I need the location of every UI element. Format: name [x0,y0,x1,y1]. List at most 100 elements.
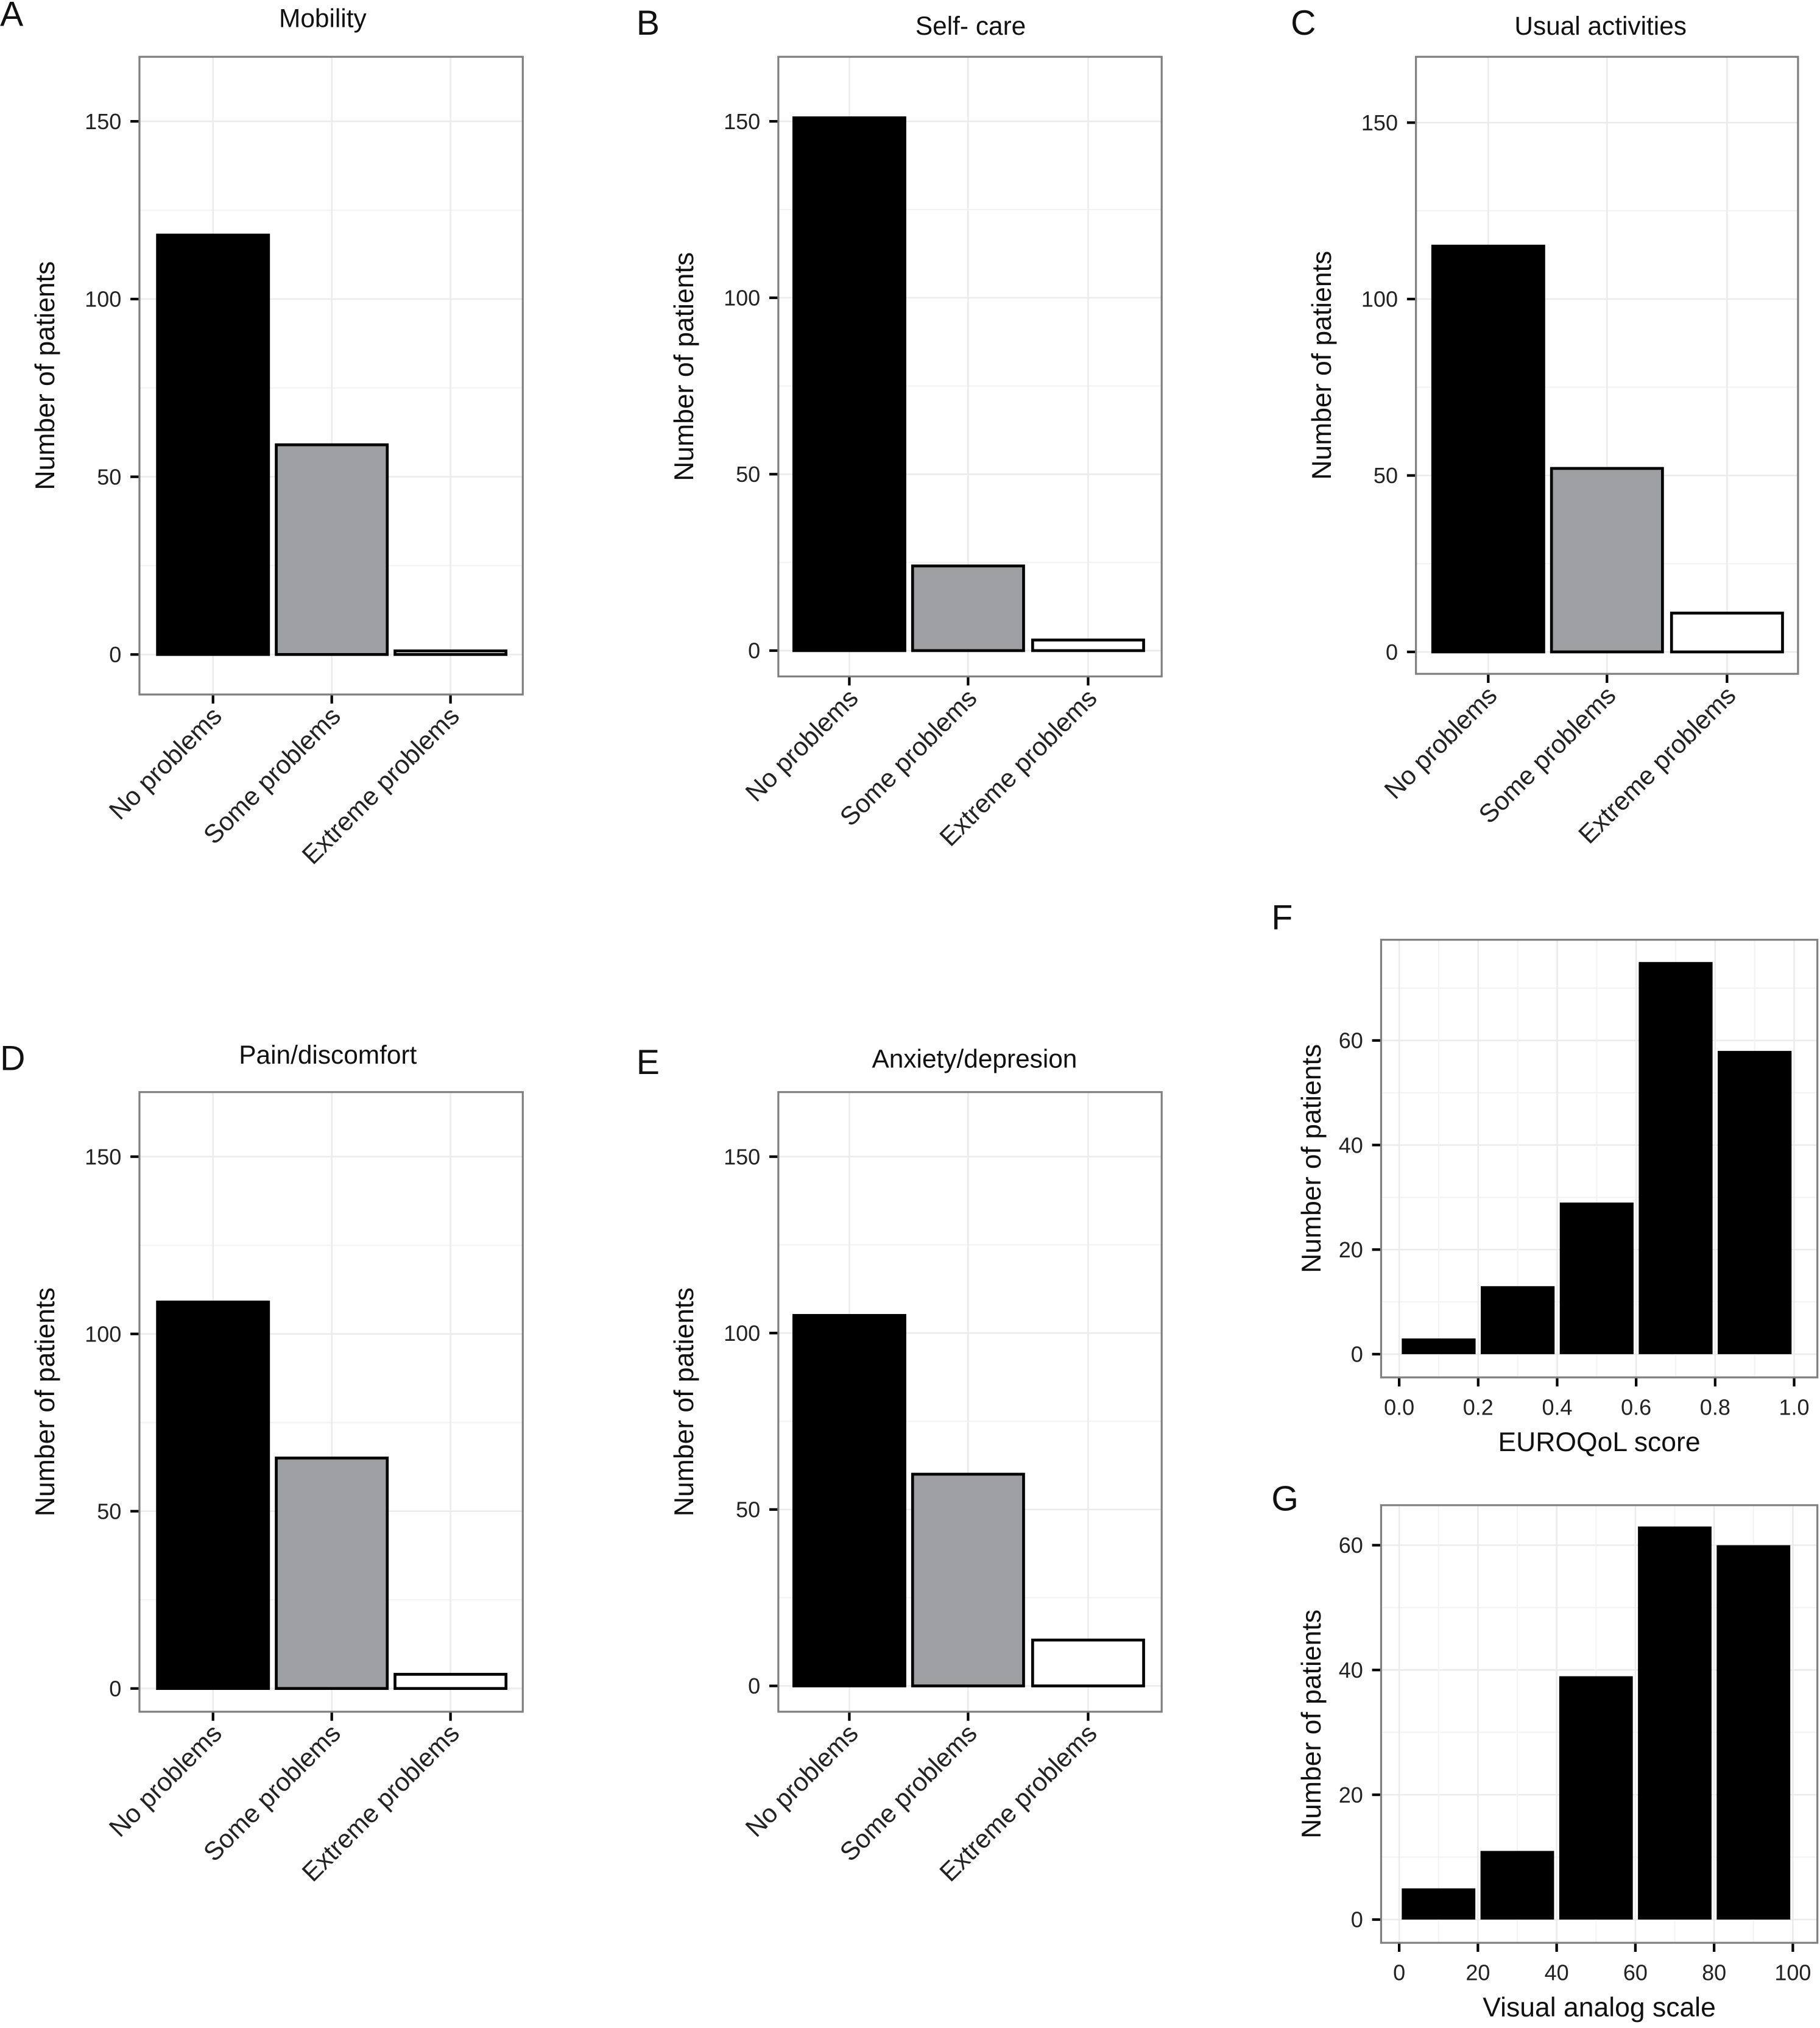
category-label: No problems [104,701,227,825]
panel-letter: D [0,1039,25,1078]
x-tick-label: 0.2 [1463,1394,1494,1419]
x-tick-label: 0.8 [1700,1394,1730,1419]
plot-border [1380,939,1819,1379]
panel-title: Pain/discomfort [239,1040,417,1069]
panel-letter: B [637,4,660,43]
bar [1670,612,1784,654]
x-axis-label: EUROQoL score [1498,1427,1701,1457]
y-tick-label: 100 [1361,287,1398,312]
plot-border [1380,1504,1819,1944]
plot-border [138,55,524,696]
x-tick-label: 40 [1545,1960,1569,1985]
y-tick-label: 0 [748,638,760,663]
panel-F: F 0 20 40 60 0.0 0.2 0.4 0.6 0.8 1.0 EUROQoL score N… [1271,899,1819,1457]
category-label: No problems [104,1719,227,1842]
plot-border [138,1091,524,1713]
category-label: No problems [740,1719,864,1842]
y-axis-label: Number of patients [1297,1044,1327,1273]
plot-border [777,1091,1163,1713]
y-tick-label: 20 [1339,1237,1363,1262]
y-tick-label: 20 [1339,1782,1363,1807]
x-tick-label: 0.0 [1384,1394,1414,1419]
x-tick-label: 60 [1623,1960,1648,1985]
y-tick-label: 40 [1339,1658,1363,1683]
category-label: No problems [1379,680,1503,804]
plot-border [777,55,1163,677]
histogram-bar [1402,1888,1476,1920]
y-tick-label: 0 [748,1673,760,1698]
category-label: No problems [740,684,864,807]
panel-G: G 0 20 40 60 0 20 40 60 80 100 Visual analog scale N… [1271,1479,1819,2023]
panel-title: Self- care [915,12,1026,40]
y-tick-label: 150 [85,1144,121,1169]
histogram-bar [1402,1338,1476,1354]
y-tick-label: 50 [97,464,121,489]
bar [1431,244,1545,654]
y-tick-label: 0 [1386,640,1398,665]
panel-title: Anxiety/depresion [872,1044,1078,1073]
bar [275,1457,389,1691]
y-tick-label: 50 [736,462,760,487]
bar [1031,1638,1145,1687]
bar [792,116,906,652]
panel-letter: A [0,0,24,34]
histogram-bar [1481,1286,1555,1354]
y-axis-label: Number of patients [30,261,60,490]
y-axis-label: Number of patients [669,1287,699,1516]
y-axis-label: Number of patients [669,252,699,481]
bar [911,564,1025,652]
bar [393,1673,508,1691]
y-tick-label: 60 [1339,1533,1363,1558]
y-tick-label: 150 [724,109,760,134]
x-tick-label: 100 [1774,1960,1811,1985]
y-axis-label: Number of patients [1297,1609,1327,1839]
panel-letter: F [1271,899,1293,938]
bar [156,233,270,656]
y-tick-label: 50 [97,1499,121,1524]
y-axis-label: Number of patients [1307,251,1337,480]
y-tick-label: 150 [85,109,121,134]
y-tick-label: 100 [724,1321,760,1346]
histogram-bar [1559,1202,1634,1354]
y-tick-label: 50 [736,1497,760,1522]
bar [911,1472,1025,1687]
y-tick-label: 40 [1339,1132,1363,1157]
bar [393,649,508,656]
x-axis-label: Visual analog scale [1483,1993,1716,2023]
histogram-bar [1718,1051,1792,1354]
y-tick-label: 0 [109,642,121,667]
y-tick-label: 0 [109,1676,121,1701]
y-tick-label: 100 [85,287,121,312]
bar [275,443,389,656]
x-tick-label: 0.4 [1542,1394,1572,1419]
histogram-bar [1716,1545,1791,1920]
histogram-bar [1638,1526,1712,1920]
x-tick-label: 80 [1702,1960,1726,1985]
plot-border [1415,55,1799,675]
bar [792,1313,906,1687]
y-tick-label: 0 [1351,1342,1363,1367]
bar [1550,467,1664,654]
histogram-bar [1638,962,1713,1354]
panel-title: Mobility [279,4,367,32]
y-tick-label: 150 [724,1144,760,1169]
y-tick-label: 0 [1351,1907,1363,1932]
x-tick-label: 0.6 [1621,1394,1651,1419]
x-tick-label: 0 [1393,1960,1405,1985]
panel-title: Usual activities [1514,12,1687,40]
histogram-bar [1480,1851,1554,1920]
bar [156,1300,270,1691]
panel-letter: E [637,1043,660,1082]
x-tick-label: 1.0 [1779,1394,1809,1419]
y-tick-label: 60 [1339,1028,1363,1053]
y-tick-label: 50 [1374,463,1398,488]
histogram-bar [1559,1676,1633,1920]
x-tick-label: 20 [1466,1960,1490,1985]
panel-letter: G [1271,1479,1299,1518]
